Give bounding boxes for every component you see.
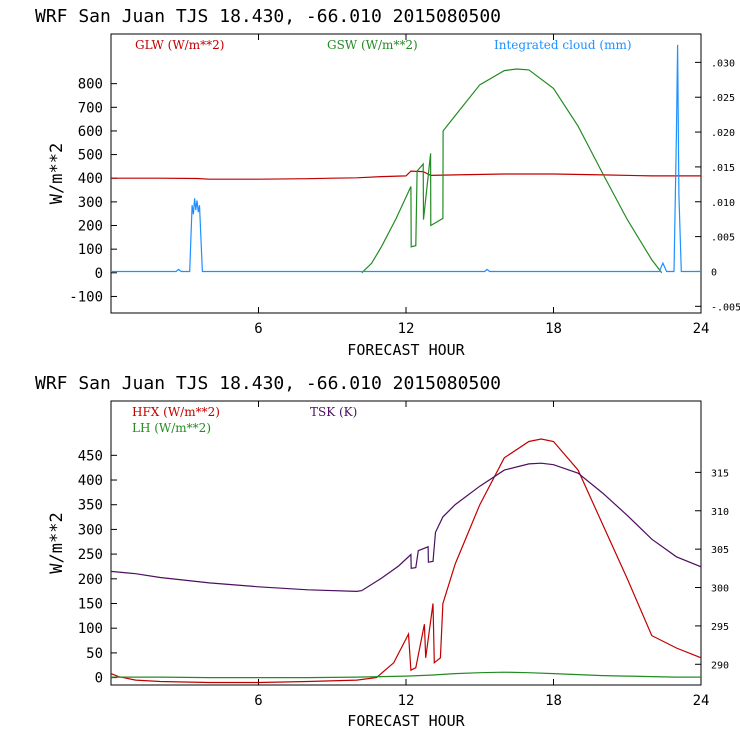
chart-panel-2: WRF San Juan TJS 18.430, -66.010 2015080… bbox=[35, 373, 729, 730]
y2-tick-label: 300 bbox=[711, 584, 729, 595]
y-tick-label: 600 bbox=[78, 124, 103, 140]
y-axis-label: W/m**2 bbox=[47, 512, 67, 573]
y2-tick-label: 295 bbox=[711, 622, 729, 633]
y-tick-label: 150 bbox=[78, 597, 103, 613]
y-tick-label: 100 bbox=[78, 621, 103, 637]
y2-tick-label: 0 bbox=[711, 267, 717, 278]
series-line-glw bbox=[111, 170, 701, 180]
x-tick-label: 24 bbox=[693, 693, 710, 709]
chart-title: WRF San Juan TJS 18.430, -66.010 2015080… bbox=[35, 373, 501, 394]
y2-tick-label: -.005 bbox=[711, 302, 740, 313]
legend-entry: HFX (W/m**2) bbox=[132, 405, 220, 419]
y-tick-label: 350 bbox=[78, 498, 103, 514]
legend-entry: GLW (W/m**2) bbox=[135, 38, 224, 52]
y-tick-label: 500 bbox=[78, 148, 103, 164]
y-tick-label: -100 bbox=[69, 289, 103, 305]
series-line-hfx bbox=[111, 438, 701, 684]
y2-tick-label: 310 bbox=[711, 507, 729, 518]
x-axis-label: FORECAST HOUR bbox=[347, 341, 465, 359]
y2-tick-label: .005 bbox=[711, 233, 735, 244]
x-tick-label: 18 bbox=[545, 321, 562, 337]
series-line-gsw bbox=[361, 68, 663, 274]
chart-title: WRF San Juan TJS 18.430, -66.010 2015080… bbox=[35, 6, 501, 27]
y-tick-label: 300 bbox=[78, 195, 103, 211]
y2-tick-label: .025 bbox=[711, 93, 735, 104]
series-line-lh bbox=[111, 671, 701, 679]
plot-frame bbox=[110, 400, 702, 686]
series-line-integrated bbox=[111, 44, 701, 273]
legend-entry: LH (W/m**2) bbox=[132, 421, 211, 435]
legend-entry: Integrated cloud (mm) bbox=[494, 38, 632, 52]
legend-entry: TSK (K) bbox=[310, 405, 357, 419]
x-tick-label: 12 bbox=[398, 693, 415, 709]
series-line-tsk bbox=[111, 462, 701, 593]
y-tick-label: 800 bbox=[78, 77, 103, 93]
x-axis-label: FORECAST HOUR bbox=[347, 712, 465, 730]
y2-tick-label: .015 bbox=[711, 163, 735, 174]
y-tick-label: 50 bbox=[86, 646, 103, 662]
y-tick-label: 0 bbox=[95, 671, 103, 687]
x-tick-label: 24 bbox=[693, 321, 710, 337]
legend-entry: GSW (W/m**2) bbox=[327, 38, 418, 52]
y-axis-label: W/m**2 bbox=[47, 143, 67, 204]
y-tick-label: 400 bbox=[78, 473, 103, 489]
y-tick-label: 0 bbox=[95, 266, 103, 282]
y-tick-label: 100 bbox=[78, 242, 103, 258]
y-tick-label: 250 bbox=[78, 547, 103, 563]
x-tick-label: 6 bbox=[254, 321, 262, 337]
y-tick-label: 450 bbox=[78, 448, 103, 464]
y2-tick-label: .030 bbox=[711, 58, 735, 69]
chart-panel-1: WRF San Juan TJS 18.430, -66.010 2015080… bbox=[35, 6, 740, 359]
x-tick-label: 6 bbox=[254, 693, 262, 709]
x-tick-label: 12 bbox=[398, 321, 415, 337]
y2-tick-label: .010 bbox=[711, 198, 735, 209]
y-tick-label: 400 bbox=[78, 171, 103, 187]
y-tick-label: 200 bbox=[78, 572, 103, 588]
y-tick-label: 200 bbox=[78, 219, 103, 235]
y2-tick-label: 305 bbox=[711, 545, 729, 556]
y2-tick-label: .020 bbox=[711, 128, 735, 139]
y2-tick-label: 290 bbox=[711, 660, 729, 671]
y-tick-label: 300 bbox=[78, 522, 103, 538]
y-tick-label: 700 bbox=[78, 100, 103, 116]
x-tick-label: 18 bbox=[545, 693, 562, 709]
y2-tick-label: 315 bbox=[711, 468, 729, 479]
